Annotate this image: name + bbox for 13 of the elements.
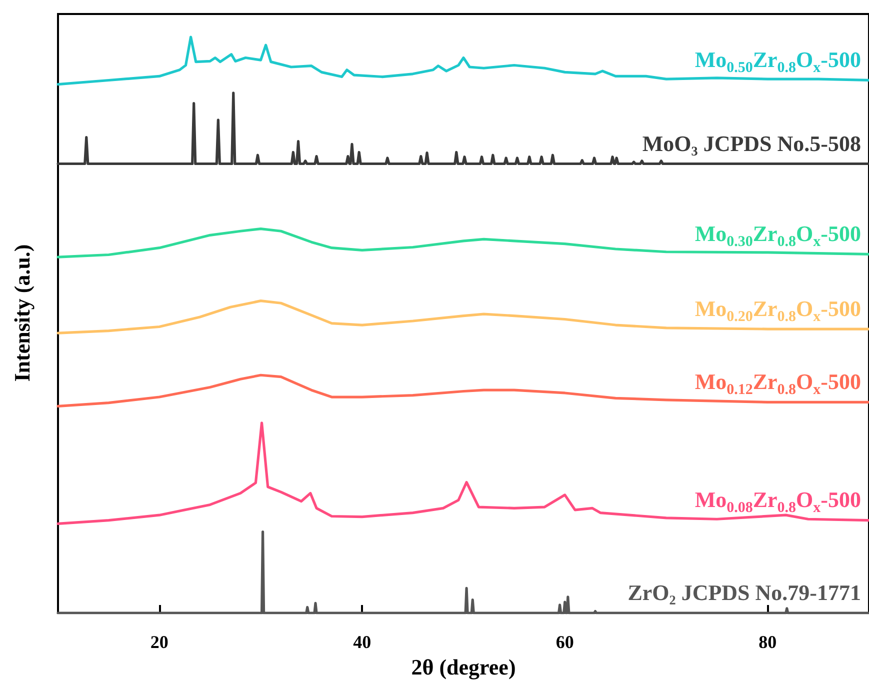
x-tick-label: 20 <box>150 632 168 652</box>
series-label: Mo$_{0.08}$Zr$_{0.8}$O$_{x}$-500 <box>694 487 861 516</box>
series-label: Mo$_{0.50}$Zr$_{0.8}$O$_{x}$-500 <box>694 47 861 76</box>
x-tick-label: 40 <box>353 632 372 652</box>
series-label: MoO₃ JCPDS No.5-508 <box>642 130 861 156</box>
series-label: Mo$_{0.20}$Zr$_{0.8}$O$_{x}$-500 <box>694 296 861 326</box>
series-label: ZrO₂ JCPDS No.79-1771 <box>628 580 861 605</box>
y-axis-title: Intensity (a.u.) <box>10 244 34 382</box>
x-tick-label: 80 <box>758 632 777 652</box>
series-label: Mo$_{0.12}$Zr$_{0.8}$O$_{x}$-500 <box>694 369 861 398</box>
x-tick-label: 60 <box>556 632 574 652</box>
series-label: Mo$_{0.30}$Zr$_{0.8}$O$_{x}$-500 <box>694 221 861 250</box>
x-axis-title: 2θ (degree) <box>411 654 516 680</box>
